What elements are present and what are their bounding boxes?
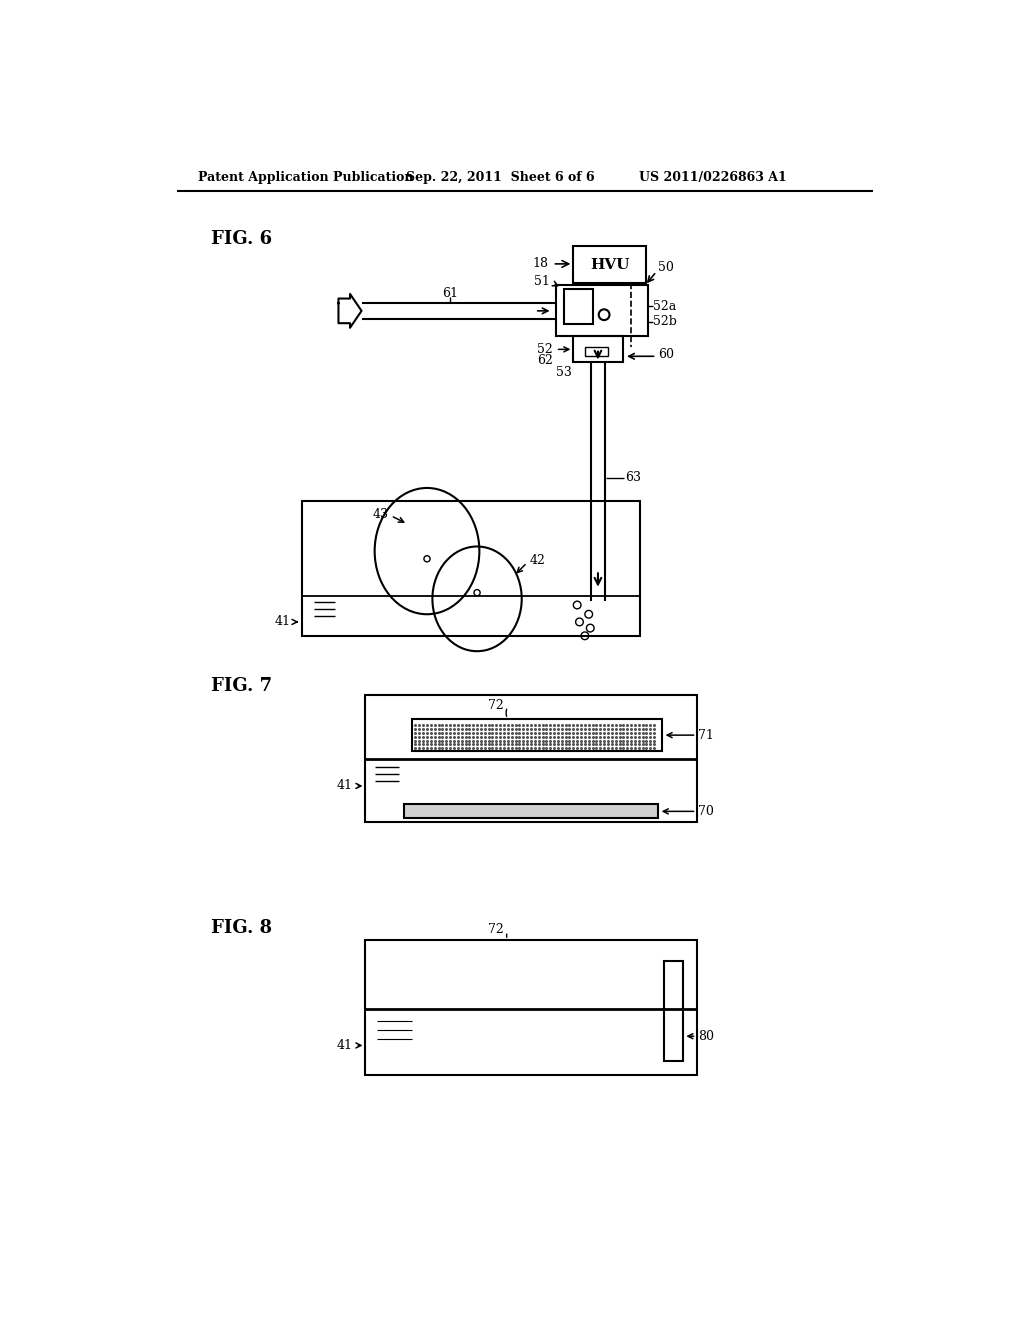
- Text: 52a: 52a: [652, 300, 676, 313]
- Bar: [412, 719, 662, 751]
- Text: 42: 42: [529, 554, 546, 566]
- Text: FIG. 8: FIG. 8: [211, 920, 272, 937]
- Text: US 2011/0226863 A1: US 2011/0226863 A1: [639, 172, 786, 185]
- Text: 53: 53: [556, 366, 571, 379]
- Text: 62: 62: [537, 354, 553, 367]
- Text: 52b: 52b: [652, 315, 677, 329]
- Polygon shape: [339, 294, 361, 327]
- Text: 41: 41: [336, 779, 352, 792]
- Text: 80: 80: [698, 1030, 714, 1043]
- Text: FIG. 7: FIG. 7: [211, 677, 272, 694]
- Text: 71: 71: [698, 729, 714, 742]
- Text: 43: 43: [373, 508, 388, 520]
- Text: 18: 18: [532, 257, 549, 271]
- Bar: [573, 335, 624, 363]
- Bar: [585, 347, 608, 356]
- Text: 52: 52: [537, 343, 553, 356]
- Text: Sep. 22, 2011  Sheet 6 of 6: Sep. 22, 2011 Sheet 6 of 6: [407, 172, 595, 185]
- Text: 41: 41: [274, 615, 291, 628]
- Text: 70: 70: [698, 805, 714, 818]
- Text: 72: 72: [488, 924, 504, 936]
- Bar: [301, 502, 640, 636]
- Bar: [665, 961, 683, 1061]
- Text: 51: 51: [535, 275, 550, 288]
- Text: 50: 50: [658, 261, 674, 275]
- Bar: [556, 285, 648, 335]
- Bar: [366, 696, 696, 822]
- Text: HVU: HVU: [590, 257, 630, 272]
- Text: 72: 72: [488, 698, 504, 711]
- Text: 41: 41: [336, 1039, 352, 1052]
- Text: 61: 61: [442, 286, 458, 300]
- Text: FIG. 6: FIG. 6: [211, 230, 272, 248]
- Bar: [403, 804, 658, 818]
- Text: Patent Application Publication: Patent Application Publication: [199, 172, 414, 185]
- Bar: [366, 940, 696, 1074]
- Text: 63: 63: [625, 471, 641, 484]
- Bar: [564, 289, 593, 323]
- Bar: [573, 246, 646, 284]
- Text: 60: 60: [658, 348, 674, 362]
